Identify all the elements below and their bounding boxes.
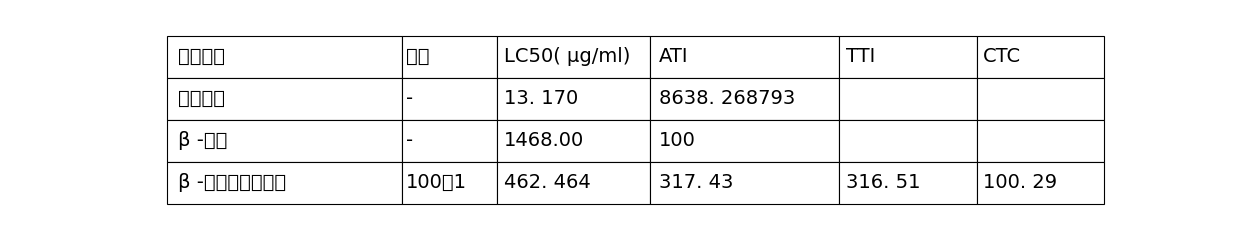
Text: -: - <box>407 89 413 108</box>
Text: 供试药剂: 供试药剂 <box>179 47 226 66</box>
Bar <box>402 36 496 78</box>
Bar <box>977 78 1105 120</box>
Text: 阿维菌素: 阿维菌素 <box>179 89 226 108</box>
Bar <box>650 120 838 162</box>
Text: β -蒎烯: β -蒎烯 <box>179 131 228 150</box>
Bar <box>166 120 402 162</box>
Bar <box>977 36 1105 78</box>
Bar <box>166 162 402 204</box>
Bar <box>402 78 496 120</box>
Bar <box>166 78 402 120</box>
Text: LC50( μg/ml): LC50( μg/ml) <box>505 47 631 66</box>
Bar <box>838 78 977 120</box>
Text: 317. 43: 317. 43 <box>660 173 734 192</box>
Text: 8638. 268793: 8638. 268793 <box>660 89 796 108</box>
Text: TTI: TTI <box>846 47 875 66</box>
Bar <box>402 120 496 162</box>
Text: 100. 29: 100. 29 <box>983 173 1058 192</box>
Bar <box>496 78 650 120</box>
Bar <box>496 36 650 78</box>
Bar <box>838 162 977 204</box>
Text: 100：1: 100：1 <box>407 173 467 192</box>
Bar <box>496 120 650 162</box>
Text: 462. 464: 462. 464 <box>505 173 591 192</box>
Text: -: - <box>407 131 413 150</box>
Bar <box>496 162 650 204</box>
Bar <box>838 36 977 78</box>
Bar <box>977 120 1105 162</box>
Text: 1468.00: 1468.00 <box>505 131 584 150</box>
Bar <box>402 162 496 204</box>
Bar <box>166 36 402 78</box>
Text: ATI: ATI <box>660 47 688 66</box>
Bar <box>838 120 977 162</box>
Text: 配比: 配比 <box>407 47 430 66</box>
Text: 13. 170: 13. 170 <box>505 89 578 108</box>
Bar <box>977 162 1105 204</box>
Text: 316. 51: 316. 51 <box>846 173 920 192</box>
Text: β -蒎烯：阿维菌素: β -蒎烯：阿维菌素 <box>179 173 286 192</box>
Text: CTC: CTC <box>983 47 1022 66</box>
Bar <box>650 162 838 204</box>
Bar <box>650 78 838 120</box>
Text: 100: 100 <box>660 131 696 150</box>
Bar <box>650 36 838 78</box>
